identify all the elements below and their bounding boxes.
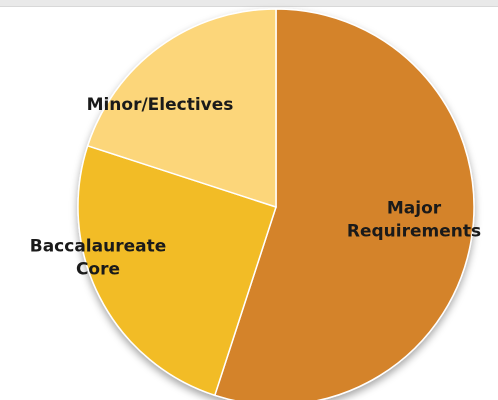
pie-slice-baccalaureate-core: [77, 144, 277, 397]
pie-slice-major-requirements: [213, 8, 475, 400]
slice-label-minor-electives: Minor/Electives: [87, 95, 234, 115]
pie-labels: Major Requirements Baccalaureate Core Minor/…: [30, 95, 481, 280]
pie-slices: [77, 8, 475, 400]
slice-label-baccalaureate-core: Baccalaureate Core: [30, 237, 167, 280]
slice-label-major-requirements: Major Requirements: [347, 199, 481, 242]
pie-slice-minor-electives: [86, 8, 277, 209]
top-bar: [0, 0, 498, 7]
